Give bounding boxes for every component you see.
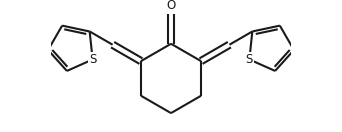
Text: S: S: [89, 53, 96, 66]
Text: S: S: [246, 53, 253, 66]
Text: O: O: [166, 0, 176, 12]
